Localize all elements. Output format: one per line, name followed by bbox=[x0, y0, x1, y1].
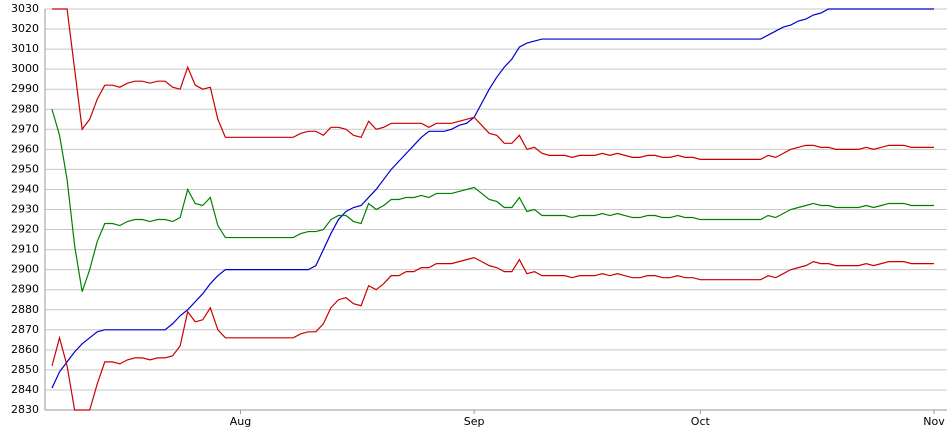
y-tick-label: 2870 bbox=[11, 323, 39, 336]
y-tick-label: 2860 bbox=[11, 343, 39, 356]
y-tick-label: 2880 bbox=[11, 303, 39, 316]
y-tick-label: 2950 bbox=[11, 162, 39, 175]
x-tick-label: Nov bbox=[923, 415, 945, 428]
y-tick-label: 3030 bbox=[11, 2, 39, 15]
y-tick-label: 2900 bbox=[11, 263, 39, 276]
y-tick-label: 2980 bbox=[11, 102, 39, 115]
y-tick-label: 2940 bbox=[11, 182, 39, 195]
series-line bbox=[51, 8, 934, 389]
x-tick-label: Sep bbox=[464, 415, 485, 428]
x-tick-label: Aug bbox=[230, 415, 251, 428]
series-line bbox=[51, 256, 934, 411]
y-tick-label: 3000 bbox=[11, 62, 39, 75]
y-tick-label: 2970 bbox=[11, 122, 39, 135]
y-tick-label: 3020 bbox=[11, 22, 39, 35]
y-tick-label: 2920 bbox=[11, 223, 39, 236]
y-tick-label: 2960 bbox=[11, 142, 39, 155]
series-line bbox=[52, 8, 934, 160]
x-tick-label: Oct bbox=[691, 415, 711, 428]
y-tick-label: 2850 bbox=[11, 363, 39, 376]
y-tick-label: 3010 bbox=[11, 42, 39, 55]
y-tick-label: 2930 bbox=[11, 203, 39, 216]
y-tick-label: 2890 bbox=[11, 283, 39, 296]
y-tick-label: 2910 bbox=[11, 243, 39, 256]
y-tick-label: 2990 bbox=[11, 82, 39, 95]
series-line bbox=[51, 109, 934, 292]
y-tick-label: 2830 bbox=[11, 403, 39, 416]
y-tick-label: 2840 bbox=[11, 383, 39, 396]
